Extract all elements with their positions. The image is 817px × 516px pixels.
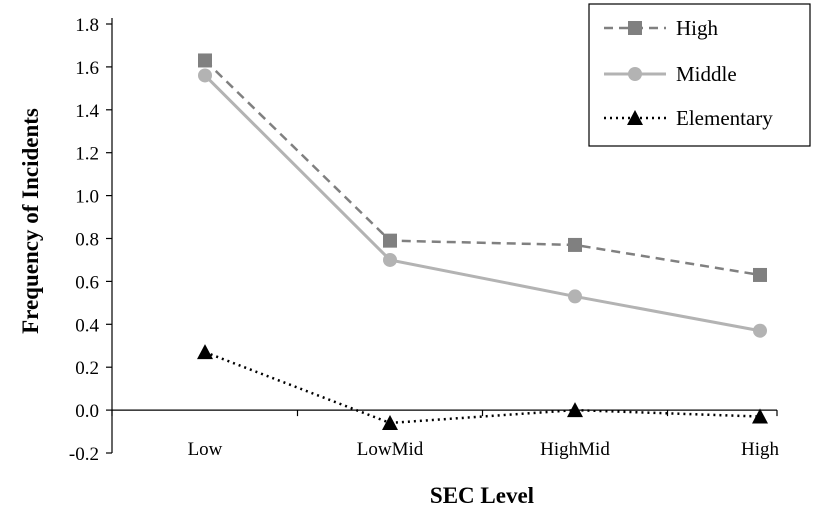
y-tick-label: 1.6 <box>75 58 99 79</box>
series-high <box>198 53 767 282</box>
legend-label: High <box>676 16 719 40</box>
legend-marker <box>627 110 643 125</box>
y-ticks: -0.2 0.0 0.2 0.4 0.6 0.8 1.0 1.2 1.4 1.6 1.8 <box>69 15 112 465</box>
x-tick-label: Low <box>188 439 223 460</box>
x-tick-label: High <box>741 439 780 460</box>
data-point <box>753 267 767 282</box>
legend-label: Middle <box>676 62 737 86</box>
legend-marker <box>628 67 642 81</box>
data-point <box>753 323 767 338</box>
data-point <box>198 68 212 83</box>
legend: High Middle Elementary <box>588 3 811 147</box>
y-tick-label: -0.2 <box>69 444 99 465</box>
x-tick-label: HighMid <box>540 439 610 460</box>
data-point <box>383 252 397 267</box>
y-tick-label: 1.8 <box>75 15 99 36</box>
series-elementary <box>197 344 768 430</box>
y-tick-label: 1.4 <box>75 101 99 122</box>
x-axis-title: SEC Level <box>430 483 534 508</box>
series-layer <box>197 53 768 430</box>
series-middle <box>198 68 767 338</box>
y-tick-label: 0.4 <box>75 315 99 336</box>
data-point <box>752 408 768 424</box>
y-tick-label: 1.0 <box>75 187 99 208</box>
data-point <box>198 53 212 68</box>
y-tick-label: 0.2 <box>75 358 99 379</box>
x-tick-label: LowMid <box>357 439 424 460</box>
data-point <box>382 414 398 430</box>
legend-marker <box>628 21 642 35</box>
y-tick-label: 0.0 <box>75 401 99 422</box>
y-tick-label: 1.2 <box>75 144 99 165</box>
y-tick-label: 0.6 <box>75 272 99 293</box>
data-point <box>568 237 582 252</box>
legend-label: Elementary <box>676 106 773 130</box>
series-line <box>203 74 761 333</box>
x-ticks: Low LowMid HighMid High <box>111 410 780 460</box>
y-axis-title: Frequency of Incidents <box>18 108 43 334</box>
data-point <box>383 233 397 248</box>
axes: -0.20.00.20.40.60.81.01.21.41.61.8 Low Lo… <box>69 15 780 465</box>
data-point <box>197 344 213 360</box>
data-point <box>567 402 583 418</box>
data-point <box>568 289 582 304</box>
series-line <box>204 59 761 277</box>
y-tick-label: 0.8 <box>75 230 99 251</box>
